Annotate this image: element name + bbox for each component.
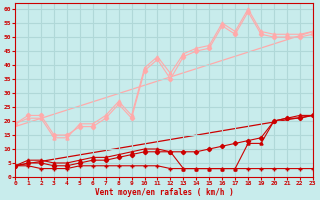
X-axis label: Vent moyen/en rafales ( km/h ): Vent moyen/en rafales ( km/h ) xyxy=(95,188,233,197)
